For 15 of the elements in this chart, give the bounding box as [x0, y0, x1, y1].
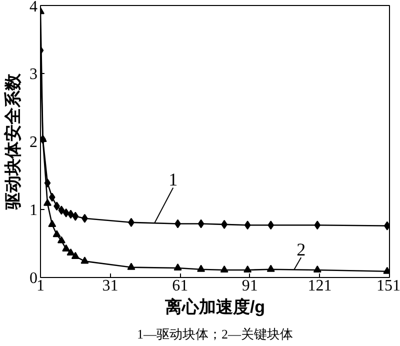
y-tick-label: 3: [30, 66, 38, 83]
y-tick-label: 1: [30, 202, 38, 219]
x-tick-label: 151: [376, 278, 400, 294]
x-tick-label: 31: [102, 278, 118, 294]
y-tick-label: 0: [30, 270, 38, 287]
x-tick-label: 91: [242, 278, 258, 294]
y-tick-label: 4: [30, 0, 38, 16]
y-tick-label: 2: [30, 134, 38, 151]
x-tick-label: 61: [172, 278, 188, 294]
x-axis-title: 离心加速度/g: [164, 298, 266, 316]
series-label: 1: [168, 170, 178, 190]
y-axis-title: 驱动块体安全系数: [4, 72, 22, 210]
series-label: 2: [296, 239, 306, 260]
text: 1—驱动块体；2—关键块体: [137, 326, 293, 342]
x-tick-label: 121: [308, 278, 332, 294]
